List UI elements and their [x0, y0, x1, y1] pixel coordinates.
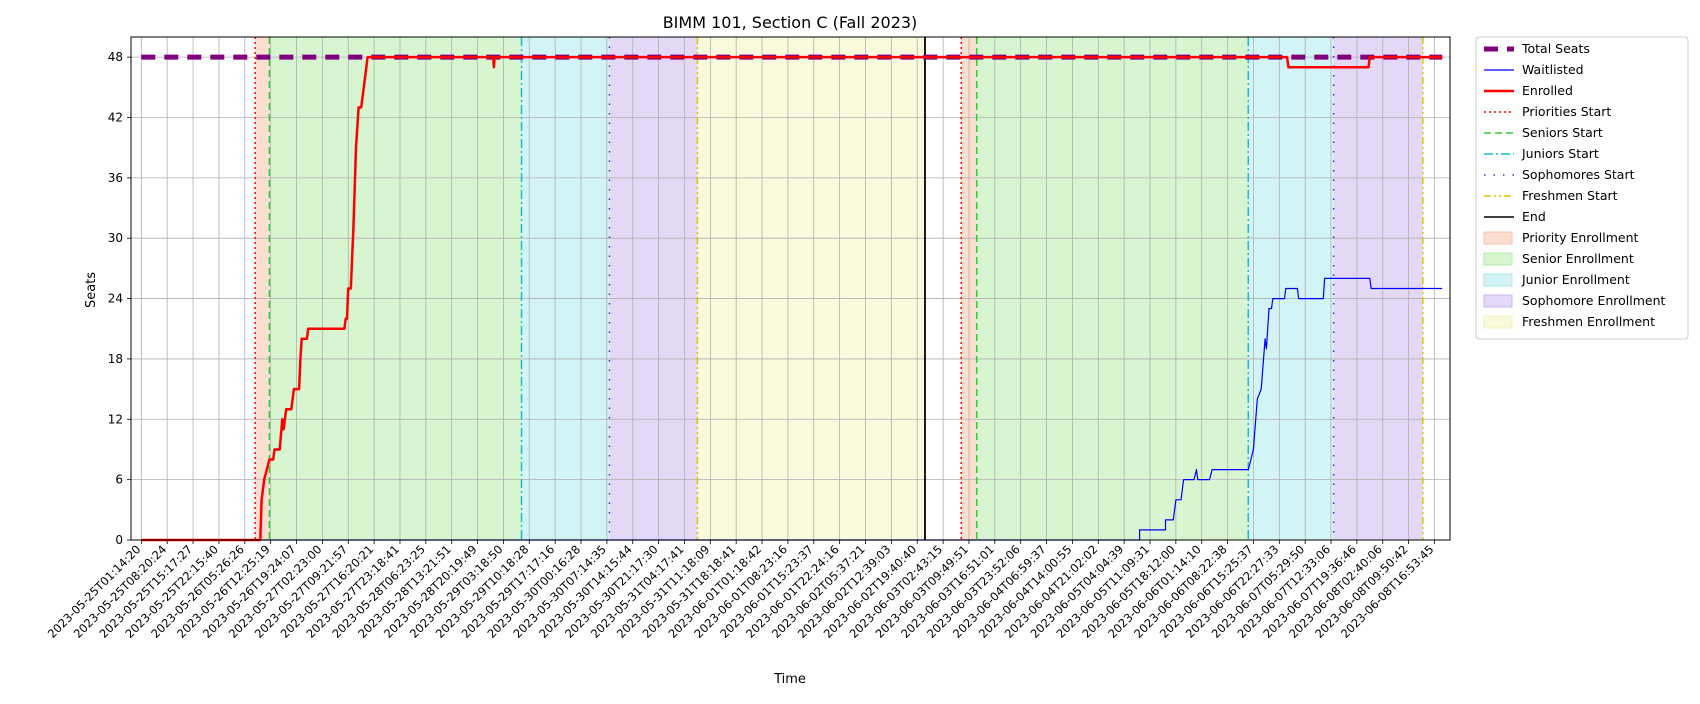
shaded-span [269, 37, 522, 540]
series-line [141, 55, 1443, 542]
y-tick-label: 30 [108, 231, 123, 245]
legend-box [1475, 36, 1689, 340]
legend-label: End [1522, 209, 1546, 224]
y-axis-label: Seats [84, 272, 99, 308]
y-tick-label: 12 [108, 412, 123, 426]
legend-swatch [1483, 252, 1513, 266]
shaded-span [697, 37, 925, 540]
series-lines [141, 54, 1443, 542]
legend-label: Priorities Start [1522, 104, 1611, 119]
legend-label: Freshmen Enrollment [1522, 314, 1655, 329]
y-tick-label: 42 [108, 110, 123, 124]
legend-label: Priority Enrollment [1522, 230, 1639, 245]
legend-label: Sophomores Start [1522, 167, 1635, 182]
y-tick-label: 48 [108, 50, 123, 64]
y-tick-label: 6 [115, 473, 123, 487]
shaded-span [521, 37, 610, 540]
y-tick-label: 36 [108, 171, 123, 185]
legend-label: Waitlisted [1522, 62, 1584, 77]
plot-frame [130, 36, 1451, 541]
legend-label: Junior Enrollment [1521, 272, 1630, 287]
shaded-span [255, 37, 270, 540]
y-tick-label: 18 [108, 352, 123, 366]
shaded-span [976, 37, 1249, 540]
legend-swatch [1483, 231, 1513, 245]
legend-label: Total Seats [1521, 41, 1590, 56]
legend-label: Seniors Start [1522, 125, 1603, 140]
legend-label: Sophomore Enrollment [1522, 293, 1666, 308]
legend-swatch [1483, 273, 1513, 287]
y-tick-label: 0 [115, 533, 123, 547]
x-axis-label: Time [773, 672, 806, 687]
legend-label: Juniors Start [1521, 146, 1599, 161]
series-line [141, 277, 1443, 541]
y-tick-label: 24 [108, 292, 123, 306]
shaded-span [609, 37, 698, 540]
legend-swatch [1483, 294, 1513, 308]
legend-label: Senior Enrollment [1522, 251, 1634, 266]
legend-label: Enrolled [1522, 83, 1573, 98]
chart-title: BIMM 101, Section C (Fall 2023) [663, 13, 918, 32]
legend-label: Freshmen Start [1522, 188, 1618, 203]
legend: Total Seats Waitlisted Enrolled Priorities … [1475, 36, 1689, 340]
legend-swatch [1483, 315, 1513, 329]
